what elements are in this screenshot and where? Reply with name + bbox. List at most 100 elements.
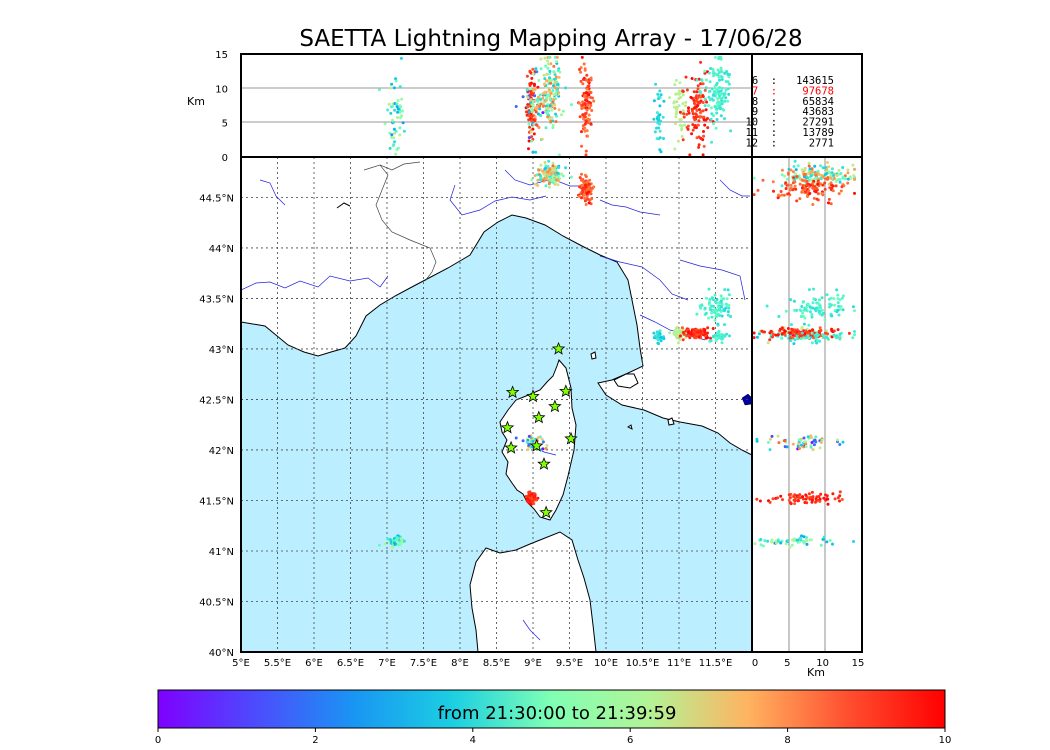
lightning-source-lat-alt bbox=[822, 496, 826, 500]
lightning-source-lon-alt bbox=[697, 145, 701, 149]
lightning-source-lat-alt bbox=[795, 175, 799, 178]
lightning-source-lon-alt bbox=[702, 130, 705, 133]
lightning-source-lon-alt bbox=[532, 82, 536, 86]
lightning-source-lat-alt bbox=[805, 536, 808, 539]
lightning-source-lon-alt bbox=[678, 110, 682, 114]
lightning-source-lat-alt bbox=[811, 495, 815, 499]
lightning-source-lat-alt bbox=[799, 315, 803, 318]
lightning-source-lat-alt bbox=[802, 314, 805, 318]
lightning-source-map bbox=[707, 287, 711, 291]
lightning-source-lon-alt bbox=[577, 101, 581, 105]
lightning-source-lon-alt bbox=[544, 64, 548, 68]
lightning-source-lon-alt bbox=[686, 127, 690, 131]
lightning-source-map bbox=[716, 322, 720, 326]
lightning-source-lat-alt bbox=[814, 499, 818, 503]
lightning-source-lat-alt bbox=[837, 304, 841, 308]
lightning-source-lat-alt bbox=[815, 186, 819, 190]
lightning-source-lon-alt bbox=[690, 77, 694, 80]
lightning-source-lon-alt bbox=[584, 119, 588, 123]
lightning-source-lon-alt bbox=[557, 153, 561, 157]
lightning-source-map bbox=[692, 330, 696, 334]
lightning-source-lat-alt bbox=[766, 341, 770, 345]
lightning-source-lon-alt bbox=[579, 79, 583, 83]
lightning-source-lon-alt bbox=[583, 94, 587, 98]
lightning-source-lon-alt bbox=[705, 100, 709, 104]
lightning-source-lat-alt bbox=[780, 336, 784, 340]
lightning-source-lat-alt bbox=[795, 199, 799, 203]
lightning-source-lat-alt bbox=[839, 305, 843, 308]
station-star-icon bbox=[500, 420, 515, 434]
lightning-source-lat-alt bbox=[787, 498, 791, 502]
lightning-source-lat-alt bbox=[772, 189, 775, 193]
lightning-source-lat-alt bbox=[811, 328, 814, 332]
lightning-source-map bbox=[583, 199, 587, 203]
lightning-source-lon-alt bbox=[527, 104, 531, 108]
lightning-source-lat-alt bbox=[818, 446, 822, 450]
giglio-islet bbox=[667, 417, 675, 426]
lightning-source-lat-alt bbox=[810, 490, 814, 494]
lightning-source-lat-alt bbox=[791, 328, 795, 332]
lightning-source-lon-alt bbox=[521, 95, 525, 99]
lightning-source-lat-alt bbox=[774, 333, 778, 337]
lightning-source-lon-alt bbox=[578, 68, 581, 71]
lightning-source-lat-alt bbox=[812, 439, 816, 443]
lightning-source-lat-alt bbox=[802, 540, 806, 544]
lightning-source-lon-alt bbox=[545, 79, 549, 83]
lightning-source-lon-alt bbox=[703, 88, 707, 92]
side-panel-x-tick-label: 10 bbox=[816, 658, 829, 669]
lightning-source-lon-alt bbox=[587, 93, 591, 97]
map-lon-tick-label: 11.5°E bbox=[699, 658, 733, 669]
lightning-source-map bbox=[583, 196, 587, 200]
lightning-source-lon-alt bbox=[530, 107, 534, 110]
lightning-source-lat-alt bbox=[799, 337, 803, 341]
lightning-source-lon-alt bbox=[580, 144, 583, 148]
lightning-source-map bbox=[728, 334, 731, 338]
lightning-source-lat-alt bbox=[841, 294, 845, 298]
lightning-source-lon-alt bbox=[701, 109, 705, 113]
lightning-source-map bbox=[715, 309, 719, 313]
lightning-source-lat-alt bbox=[802, 535, 806, 539]
lightning-source-map bbox=[583, 193, 587, 197]
lightning-source-map bbox=[689, 332, 693, 336]
lightning-source-lat-alt bbox=[805, 195, 809, 198]
lightning-source-map bbox=[386, 537, 390, 541]
lightning-source-map bbox=[395, 536, 399, 539]
lightning-source-lon-alt bbox=[689, 95, 693, 99]
lightning-source-map bbox=[552, 171, 556, 174]
lightning-source-lat-alt bbox=[811, 181, 815, 185]
lightning-source-lat-alt bbox=[810, 315, 814, 319]
lightning-source-lon-alt bbox=[532, 132, 536, 136]
lightning-source-lon-alt bbox=[390, 133, 394, 137]
lightning-source-lat-alt bbox=[838, 337, 842, 341]
lightning-source-map bbox=[587, 182, 591, 186]
lightning-source-lon-alt bbox=[583, 114, 587, 118]
lightning-source-lon-alt bbox=[702, 118, 706, 122]
lightning-source-map bbox=[583, 187, 587, 191]
lightning-source-lon-alt bbox=[532, 123, 536, 126]
lightning-source-lon-alt bbox=[710, 106, 713, 110]
lightning-source-lon-alt bbox=[552, 70, 556, 74]
lightning-source-lat-alt bbox=[841, 176, 845, 180]
lightning-source-lon-alt bbox=[686, 124, 690, 128]
lightning-source-lon-alt bbox=[717, 75, 721, 79]
lightning-source-map bbox=[726, 313, 730, 317]
lightning-source-lon-alt bbox=[696, 84, 700, 88]
lightning-source-lat-alt bbox=[803, 188, 807, 191]
lightning-source-lon-alt bbox=[680, 128, 684, 132]
side-panel-x-tick-label: 15 bbox=[852, 658, 865, 669]
montecristo-islet bbox=[627, 424, 633, 430]
lightning-source-lat-alt bbox=[789, 339, 793, 343]
lightning-source-map bbox=[676, 341, 680, 345]
map-lon-tick-label: 5°E bbox=[232, 658, 250, 669]
lightning-source-lon-alt bbox=[402, 129, 406, 133]
lightning-source-lon-alt bbox=[527, 122, 531, 126]
lightning-source-lat-alt bbox=[801, 311, 804, 315]
lightning-source-lat-alt bbox=[803, 166, 807, 170]
lightning-source-lat-alt bbox=[812, 443, 816, 447]
lightning-source-lat-alt bbox=[789, 298, 792, 302]
lightning-source-lon-alt bbox=[580, 55, 584, 59]
lightning-source-lon-alt bbox=[554, 120, 558, 124]
lightning-source-lat-alt bbox=[821, 336, 825, 340]
lightning-source-lon-alt bbox=[673, 100, 677, 104]
